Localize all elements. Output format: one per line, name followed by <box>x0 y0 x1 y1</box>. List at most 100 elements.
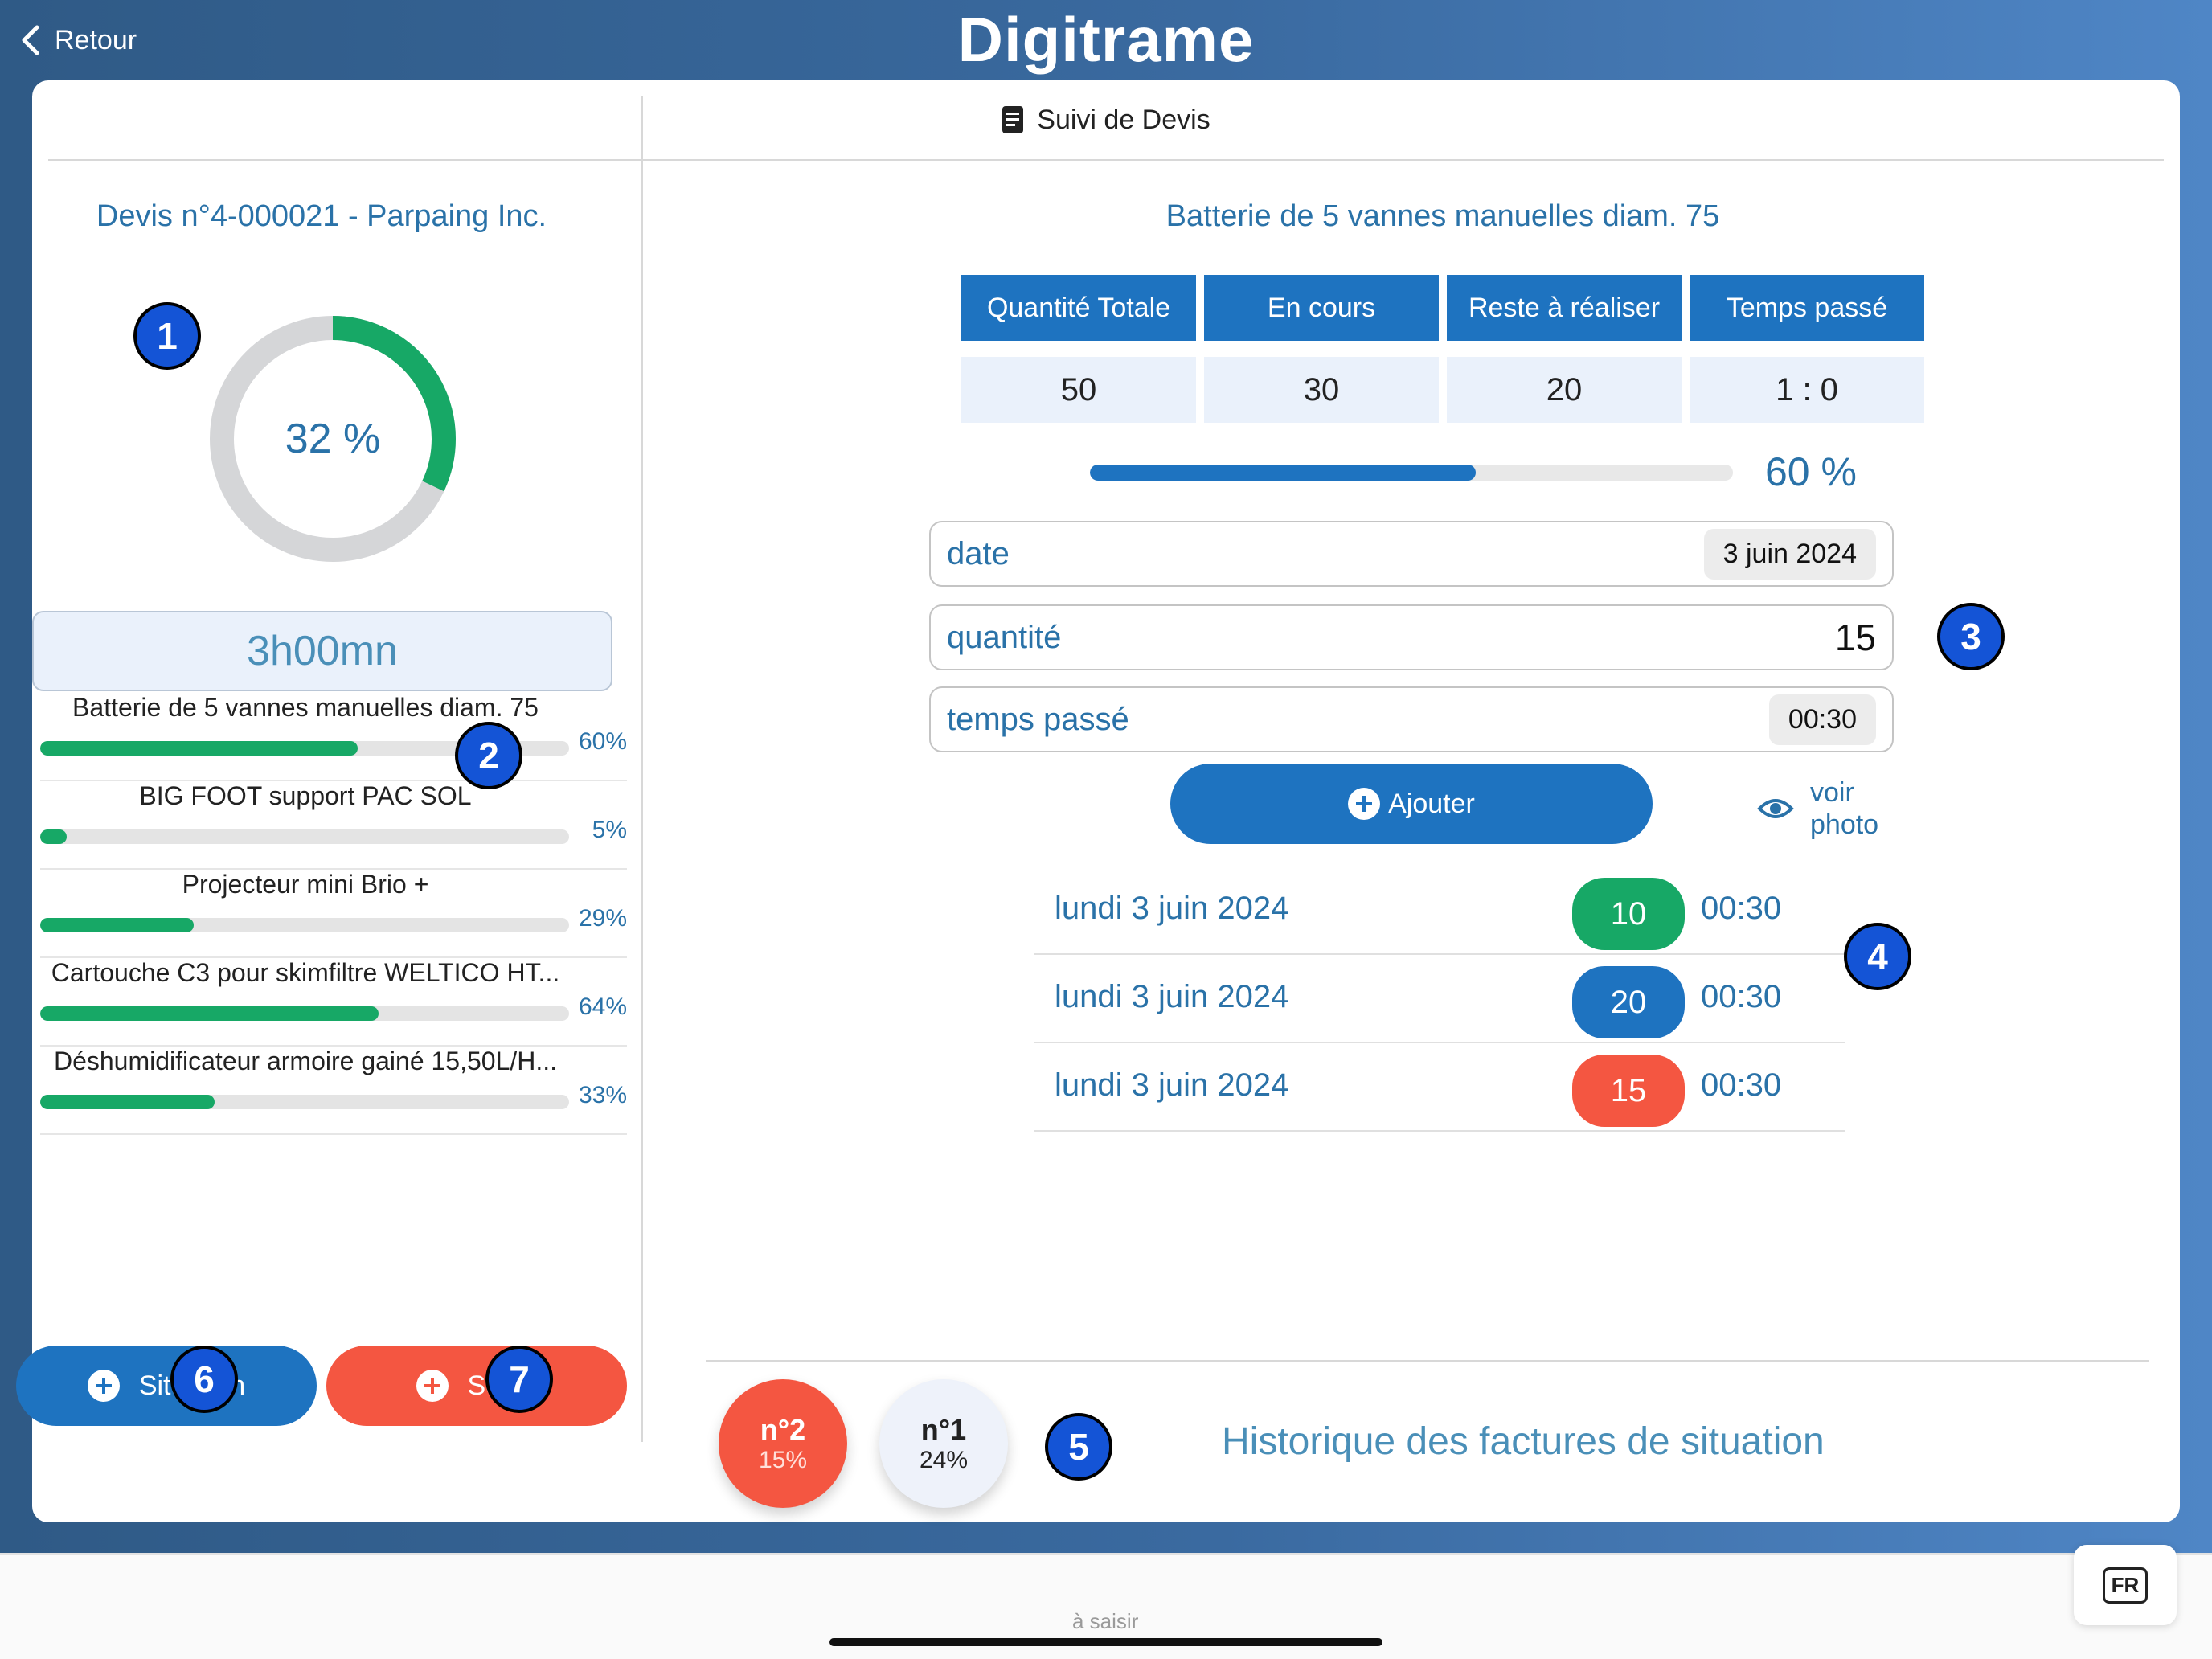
time-spent-label: temps passé <box>947 701 1129 737</box>
plus-circle-icon <box>416 1370 449 1402</box>
add-entry-label: Ajouter <box>1388 788 1475 819</box>
article-progress-fill <box>1090 465 1476 481</box>
total-time-display: 3h00mn <box>32 611 612 691</box>
view-photo-link[interactable]: voir photo <box>1757 776 1878 841</box>
article-list-item[interactable]: Cartouche C3 pour skimfiltre WELTICO HT.… <box>40 958 627 1047</box>
article-progress-bar <box>40 830 569 844</box>
article-progress-fill <box>40 741 358 756</box>
article-progress-bar <box>40 741 569 756</box>
history-quantity-badge: 10 <box>1572 878 1685 950</box>
plus-circle-icon <box>1348 788 1381 820</box>
annotation-marker: 6 <box>170 1346 238 1413</box>
article-list: Batterie de 5 vannes manuelles diam. 75 6… <box>0 693 643 1135</box>
article-progress-bar <box>1090 465 1733 481</box>
add-situation-button[interactable]: Situation <box>16 1346 317 1426</box>
article-progress-label: 60 % <box>1765 449 1857 494</box>
invoice-bubble[interactable]: n°2 15% <box>719 1379 847 1508</box>
article-progress-fill <box>40 1095 215 1109</box>
app-logo: Digitrame <box>957 4 1255 75</box>
back-button[interactable]: Retour <box>18 18 137 63</box>
donut-percent-label: 32 % <box>285 416 381 462</box>
date-field[interactable]: date 3 juin 2024 <box>929 521 1894 587</box>
date-picker[interactable]: 3 juin 2024 <box>1703 528 1876 580</box>
chevron-left-icon <box>22 25 39 55</box>
article-percent: 64% <box>578 993 627 1020</box>
history-quantity-badge: 20 <box>1572 966 1685 1038</box>
history-date: lundi 3 juin 2024 <box>1055 979 1289 1014</box>
history-row[interactable]: lundi 3 juin 2024 10 00:30 <box>1034 866 1845 955</box>
article-progress-fill <box>40 830 67 844</box>
stat-value: 20 <box>1447 357 1682 423</box>
quantity-label: quantité <box>947 619 1062 655</box>
quantity-field[interactable]: quantité 15 <box>929 604 1894 670</box>
article-title: Batterie de 5 vannes manuelles diam. 75 <box>1165 199 1720 233</box>
article-name: Batterie de 5 vannes manuelles diam. 75 <box>72 693 539 722</box>
article-name: Cartouche C3 pour skimfiltre WELTICO HT.… <box>51 958 560 987</box>
time-spent-picker[interactable]: 00:30 <box>1768 694 1876 745</box>
annotation-marker: 7 <box>485 1346 553 1413</box>
annotation-marker: 3 <box>1937 603 2005 670</box>
article-list-item[interactable]: Déshumidificateur armoire gainé 15,50L/H… <box>40 1047 627 1135</box>
add-entry-button[interactable]: Ajouter <box>1170 764 1653 844</box>
history-time: 00:30 <box>1701 891 1782 926</box>
history-row[interactable]: lundi 3 juin 2024 15 00:30 <box>1034 1043 1845 1132</box>
plus-circle-icon <box>87 1370 120 1402</box>
eye-icon <box>1757 799 1794 818</box>
article-progress-fill <box>40 1006 379 1021</box>
donut-progress-arc <box>210 316 456 562</box>
document-icon <box>1002 106 1024 133</box>
home-indicator <box>830 1638 1382 1646</box>
date-label: date <box>947 535 1010 571</box>
quantity-input[interactable]: 15 <box>1834 616 1876 658</box>
stat-value: 50 <box>961 357 1196 423</box>
annotation-marker: 2 <box>455 722 522 789</box>
invoice-percent: 15% <box>758 1447 808 1473</box>
page-title: Suivi de Devis <box>1037 104 1210 135</box>
article-list-item[interactable]: Projecteur mini Brio + 29% <box>40 870 627 958</box>
annotation-marker: 4 <box>1844 923 1911 990</box>
article-name: Projecteur mini Brio + <box>182 870 429 899</box>
article-list-item[interactable]: BIG FOOT support PAC SOL 5% <box>40 781 627 870</box>
article-percent: 60% <box>578 728 627 755</box>
panel-divider <box>641 96 643 1442</box>
back-label: Retour <box>55 24 137 55</box>
article-percent: 33% <box>578 1082 627 1108</box>
stat-header: Reste à réaliser <box>1447 275 1682 341</box>
article-progress-bar <box>40 1006 569 1021</box>
invoice-number: n°1 <box>920 1413 967 1446</box>
language-button[interactable]: FR <box>2074 1545 2177 1625</box>
time-spent-field[interactable]: temps passé 00:30 <box>929 686 1894 752</box>
view-photo-line1: voir <box>1810 777 1854 808</box>
tab-hint: à saisir <box>1072 1609 1139 1633</box>
article-progress-bar <box>40 918 569 932</box>
invoice-bubble[interactable]: n°1 24% <box>879 1379 1008 1508</box>
devis-title: Devis n°4-000021 - Parpaing Inc. <box>96 199 547 233</box>
add-solde-button[interactable]: Solde <box>326 1346 627 1426</box>
history-date: lundi 3 juin 2024 <box>1055 891 1289 926</box>
stat-header: En cours <box>1204 275 1439 341</box>
language-label: FR <box>2102 1567 2149 1604</box>
progress-donut <box>210 316 456 562</box>
article-percent: 29% <box>578 905 627 932</box>
stat-header: Quantité Totale <box>961 275 1196 341</box>
annotation-marker: 5 <box>1045 1413 1112 1481</box>
article-progress-fill <box>40 918 194 932</box>
annotation-marker: 1 <box>133 302 201 370</box>
view-photo-line2: photo <box>1810 809 1879 840</box>
article-progress-bar <box>40 1095 569 1109</box>
top-bar: Retour Digitrame <box>0 0 2212 80</box>
invoice-history-label: Historique des factures de situation <box>1222 1420 1825 1463</box>
article-list-item[interactable]: Batterie de 5 vannes manuelles diam. 75 6… <box>40 693 627 781</box>
history-time: 00:30 <box>1701 1067 1782 1103</box>
invoice-number: n°2 <box>760 1413 806 1446</box>
history-row[interactable]: lundi 3 juin 2024 20 00:30 <box>1034 955 1845 1043</box>
history-date: lundi 3 juin 2024 <box>1055 1067 1289 1103</box>
history-quantity-badge: 15 <box>1572 1055 1685 1127</box>
article-percent: 5% <box>592 817 627 843</box>
stat-header: Temps passé <box>1690 275 1924 341</box>
invoices-separator <box>706 1360 2149 1362</box>
history-time: 00:30 <box>1701 979 1782 1014</box>
invoice-percent: 24% <box>919 1447 969 1473</box>
article-name: BIG FOOT support PAC SOL <box>139 781 472 810</box>
stat-value: 1 : 0 <box>1690 357 1924 423</box>
